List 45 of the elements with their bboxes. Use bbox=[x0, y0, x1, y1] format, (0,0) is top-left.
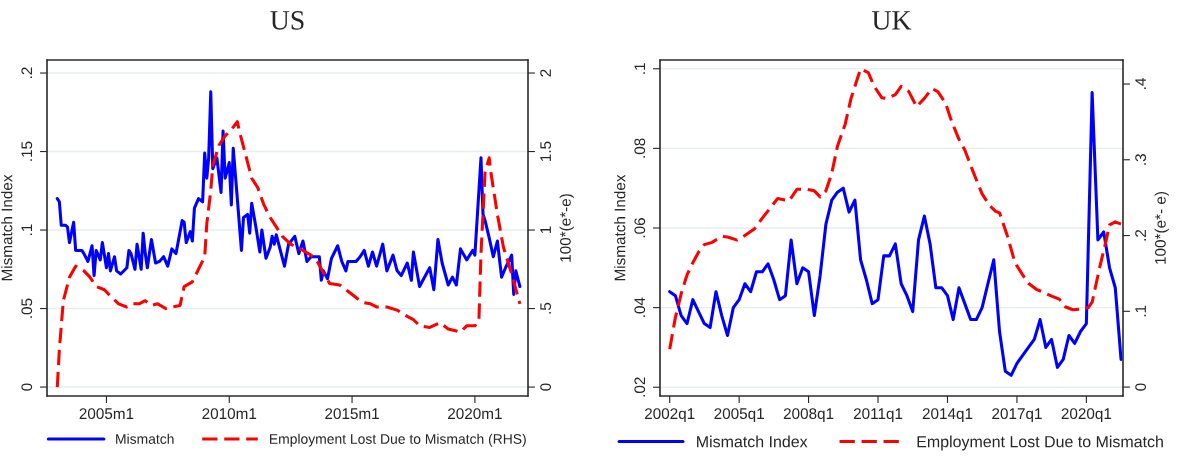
y2-tick-label: .4 bbox=[1135, 78, 1146, 89]
y2-axis-title: 100*(e*- e) bbox=[1154, 192, 1169, 264]
y-axis-title: Mismatch Index bbox=[1, 174, 13, 281]
x-tick-label: 2011q1 bbox=[853, 408, 903, 423]
y2-tick-label: 1.5 bbox=[540, 141, 552, 161]
y2-tick-label: .3 bbox=[1135, 154, 1147, 165]
legend-label: Mismatch bbox=[116, 433, 174, 444]
x-tick-label: 2010m1 bbox=[202, 408, 257, 420]
y-tick-label: .04 bbox=[634, 297, 646, 317]
line-series bbox=[668, 67, 1123, 351]
x-tick-label: 2020q1 bbox=[1061, 408, 1112, 423]
x-tick-label: 2002q1 bbox=[644, 408, 695, 423]
x-tick-label: 2015m1 bbox=[325, 408, 379, 420]
legend-label: Mismatch Index bbox=[697, 435, 808, 448]
y-tick-label: 0 bbox=[21, 383, 33, 391]
y-tick-label: .06 bbox=[634, 218, 646, 238]
y2-tick-label: 2 bbox=[540, 69, 551, 77]
legend-label: Employment Lost Due to Mismatch bbox=[917, 435, 1163, 451]
y-axis-title: Mismatch Index bbox=[614, 174, 626, 281]
x-tick-label: 2014q1 bbox=[922, 408, 973, 423]
y2-tick-label: 0 bbox=[1135, 383, 1147, 391]
x-tick-label: 2005m1 bbox=[79, 408, 134, 420]
y-tick-label: .1 bbox=[634, 63, 646, 74]
x-tick-label: 2020m1 bbox=[448, 408, 502, 420]
y-tick-label: .08 bbox=[634, 138, 646, 158]
y-tick-label: .1 bbox=[21, 224, 33, 236]
x-tick-label: 2005q1 bbox=[714, 408, 764, 423]
y-tick-label: .02 bbox=[634, 377, 646, 397]
y-tick-label: .05 bbox=[21, 298, 33, 318]
line-series bbox=[55, 120, 522, 389]
line-series bbox=[668, 91, 1123, 377]
chart-title: US bbox=[270, 11, 304, 30]
y-tick-label: .15 bbox=[21, 141, 33, 161]
y2-tick-label: .2 bbox=[1135, 229, 1146, 241]
y-tick-label: .2 bbox=[21, 67, 33, 79]
x-tick-label: 2017q1 bbox=[992, 408, 1042, 423]
y2-tick-label: 1 bbox=[540, 226, 551, 234]
y2-tick-label: .5 bbox=[540, 302, 552, 314]
line-series bbox=[55, 90, 522, 296]
y2-tick-label: .1 bbox=[1135, 305, 1146, 317]
legend-label: Employment Lost Due to Mismatch (RHS) bbox=[270, 433, 526, 447]
y2-axis-title: 100*(e*-e) bbox=[559, 194, 574, 262]
chart-title: UK bbox=[872, 11, 912, 30]
y2-tick-label: 0 bbox=[540, 383, 552, 391]
x-tick-label: 2008q1 bbox=[783, 408, 834, 423]
